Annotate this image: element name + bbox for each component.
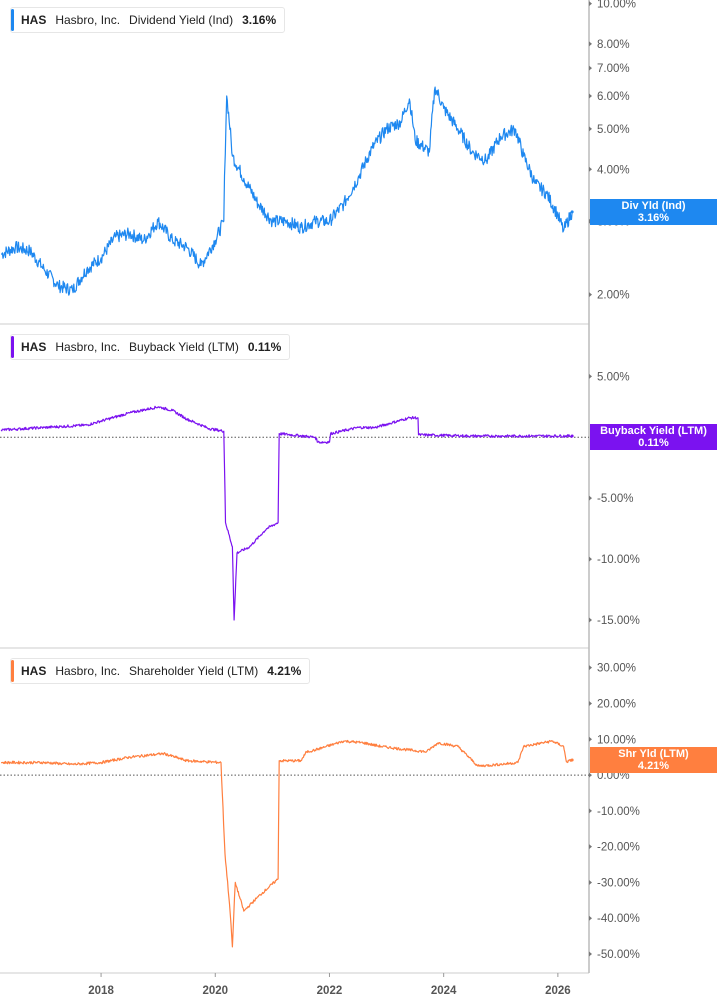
y-tick-mark [589,556,592,562]
series-last-point [570,758,574,762]
y-tick-label: 4.00% [597,164,630,176]
legend-value: 3.16% [242,13,277,27]
y-tick-label: -20.00% [597,842,640,854]
y-tick-label: 20.00% [597,698,636,710]
x-tick-label: 2018 [88,985,114,997]
y-tick-label: 6.00% [597,91,630,103]
y-tick-mark [589,1,592,7]
tag-label: Buyback Yield (LTM) [600,425,707,437]
y-tick-mark [589,700,592,706]
legend-value: 4.21% [267,664,302,678]
tag-value: 3.16% [637,212,670,224]
legend-metric: Buyback Yield (LTM) [129,340,239,354]
tag-value: 0.11% [638,437,669,449]
tag-label: Div Yld (Ind) [621,200,686,212]
y-tick-label: -15.00% [597,615,640,627]
y-tick-mark [589,736,592,742]
y-tick-label: 5.00% [597,371,630,383]
y-tick-mark [589,951,592,957]
legend-buyback-yield: HAS Hasbro, Inc. Buyback Yield (LTM) 0.1… [10,334,291,360]
tag-label: Shr Yld (LTM) [618,748,689,760]
y-tick-mark [589,808,592,814]
legend-metric: Dividend Yield (Ind) [129,13,234,27]
value-tag-buyback-yield: Buyback Yield (LTM) 0.11% [590,424,717,450]
legend-ticker: HAS [21,13,47,27]
y-tick-mark [589,93,592,99]
y-tick-mark [589,495,592,501]
series-line-1 [0,405,573,621]
y-tick-mark [589,166,592,172]
y-tick-label: 5.00% [597,124,630,136]
y-tick-label: 2.00% [597,290,630,302]
x-tick-label: 2022 [317,985,343,997]
legend-dividend-yield: HAS Hasbro, Inc. Dividend Yield (Ind) 3.… [10,7,286,33]
y-tick-mark [589,126,592,132]
series-line-2 [0,739,573,948]
legend-color-bar [11,336,14,358]
y-tick-mark [589,65,592,71]
legend-company: Hasbro, Inc. [55,340,121,354]
y-tick-mark [589,915,592,921]
legend-metric: Shareholder Yield (LTM) [129,664,259,678]
y-tick-label: 10.00% [597,0,636,11]
series-last-point [570,210,574,214]
legend-company: Hasbro, Inc. [55,664,121,678]
series-line-0 [0,86,573,296]
y-tick-mark [589,772,592,778]
y-tick-label: 7.00% [597,63,630,75]
x-tick-label: 2020 [202,985,228,997]
y-tick-mark [589,879,592,885]
tag-value: 4.21% [637,760,670,772]
y-tick-label: -10.00% [597,806,640,818]
series-last-point [570,434,574,438]
x-tick-label: 2024 [431,985,457,997]
value-tag-dividend-yield: Div Yld (Ind) 3.16% [590,199,717,225]
y-tick-mark [589,41,592,47]
y-tick-label: 0.00% [597,770,630,782]
legend-ticker: HAS [21,664,47,678]
x-tick-label: 2026 [545,985,571,997]
legend-shareholder-yield: HAS Hasbro, Inc. Shareholder Yield (LTM)… [10,658,311,684]
y-tick-mark [589,292,592,298]
y-tick-mark [589,665,592,671]
y-tick-label: 30.00% [597,663,636,675]
y-tick-label: -10.00% [597,554,640,566]
y-tick-label: 8.00% [597,39,630,51]
y-tick-mark [589,844,592,850]
y-tick-label: -5.00% [597,493,633,505]
legend-color-bar [11,660,14,682]
legend-ticker: HAS [21,340,47,354]
y-tick-label: -40.00% [597,913,640,925]
y-tick-label: -50.00% [597,949,640,961]
legend-company: Hasbro, Inc. [55,13,121,27]
y-tick-label: -30.00% [597,877,640,889]
legend-value: 0.11% [247,340,282,354]
y-tick-mark [589,617,592,623]
y-tick-label: 10.00% [597,734,636,746]
value-tag-shareholder-yield: Shr Yld (LTM) 4.21% [590,747,717,773]
legend-color-bar [11,9,14,31]
y-tick-mark [589,373,592,379]
